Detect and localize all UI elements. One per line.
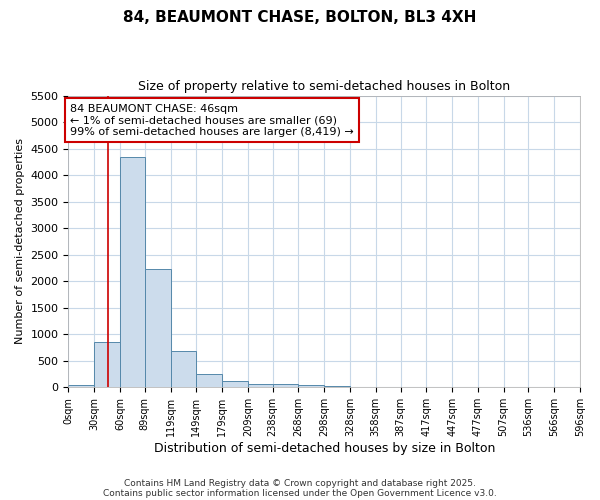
- Bar: [120, 157, 145, 388]
- Bar: [170, 352, 196, 388]
- Bar: [94, 342, 120, 388]
- Bar: [298, 385, 324, 388]
- Bar: [145, 268, 170, 388]
- Text: Contains HM Land Registry data © Crown copyright and database right 2025.: Contains HM Land Registry data © Crown c…: [124, 478, 476, 488]
- Text: 84 BEAUMONT CHASE: 46sqm
← 1% of semi-detached houses are smaller (69)
99% of se: 84 BEAUMONT CHASE: 46sqm ← 1% of semi-de…: [70, 104, 354, 136]
- Text: Contains public sector information licensed under the Open Government Licence v3: Contains public sector information licen…: [103, 488, 497, 498]
- Title: Size of property relative to semi-detached houses in Bolton: Size of property relative to semi-detach…: [138, 80, 510, 93]
- Bar: [68, 384, 94, 388]
- Bar: [324, 386, 350, 388]
- Bar: [196, 374, 222, 388]
- Text: 84, BEAUMONT CHASE, BOLTON, BL3 4XH: 84, BEAUMONT CHASE, BOLTON, BL3 4XH: [124, 10, 476, 25]
- Bar: [222, 381, 248, 388]
- Bar: [272, 384, 298, 388]
- X-axis label: Distribution of semi-detached houses by size in Bolton: Distribution of semi-detached houses by …: [154, 442, 495, 455]
- Bar: [248, 384, 272, 388]
- Y-axis label: Number of semi-detached properties: Number of semi-detached properties: [15, 138, 25, 344]
